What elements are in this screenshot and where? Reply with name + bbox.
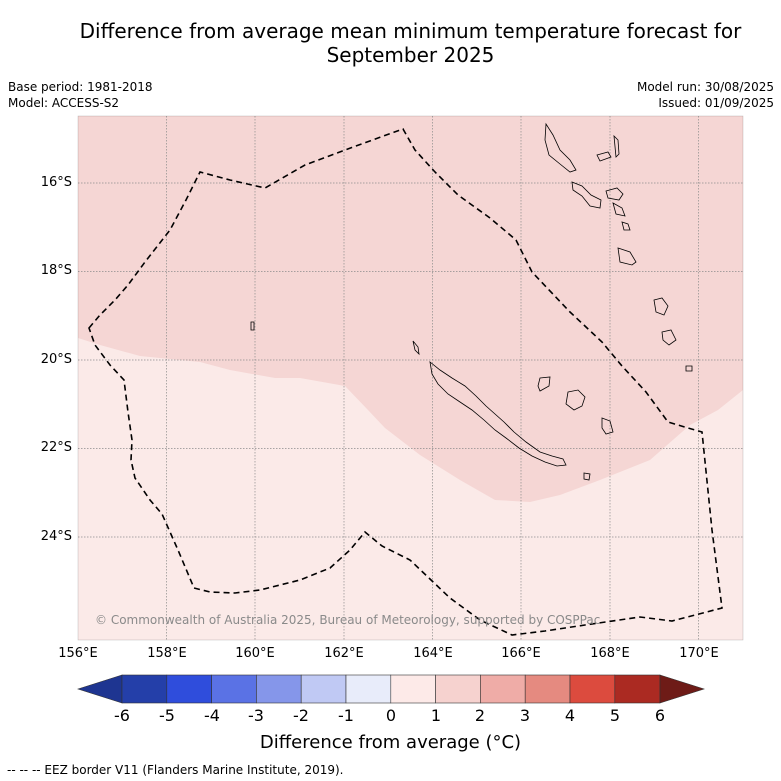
colorbar-swatch-1: [121, 674, 168, 704]
vanuatu-islands: [250, 122, 693, 372]
anomaly-region-1-2: [78, 116, 743, 502]
issued-date: Issued: 01/09/2025: [658, 96, 774, 110]
colorbar-extend-high: [659, 674, 705, 704]
map-frame: [77, 115, 744, 641]
graticule: [78, 116, 743, 640]
lat-label: 24°S: [40, 529, 72, 544]
colorbar-tick: -2: [293, 706, 309, 725]
chart-title: Difference from average mean minimum tem…: [40, 19, 781, 67]
colorbar-tick: 3: [519, 706, 531, 725]
colorbar-tick: 5: [609, 706, 621, 725]
model-name: Model: ACCESS-S2: [8, 96, 120, 110]
colorbar-tick: -4: [204, 706, 220, 725]
colorbar-tick: 4: [564, 706, 576, 725]
colorbar-tick: -1: [338, 706, 354, 725]
colorbar-swatch-4: [256, 674, 302, 704]
colorbar-swatch-6: [345, 674, 392, 704]
lat-label: 22°S: [40, 440, 72, 455]
colorbar: [77, 674, 705, 704]
lat-label: 20°S: [40, 352, 72, 367]
colorbar-swatch-3: [211, 674, 257, 704]
lat-label: 16°S: [40, 175, 72, 190]
meta-left: Base period: 1981-2018 Model: ACCESS-S2: [8, 79, 153, 111]
lon-label: 158°E: [147, 646, 187, 661]
colorbar-swatch-10: [524, 674, 571, 704]
title-line-1: Difference from average mean minimum tem…: [79, 19, 742, 43]
colorbar-swatch-11: [569, 674, 616, 704]
model-run: Model run: 30/08/2025: [636, 80, 774, 94]
new-caledonia-island: [412, 340, 614, 481]
colorbar-swatch-12: [614, 674, 661, 704]
colorbar-tick: 6: [654, 706, 666, 725]
colorbar-tick: 0: [385, 706, 397, 725]
colorbar-tick: -6: [114, 706, 130, 725]
colorbar-swatch-2: [166, 674, 212, 704]
eez-border: [88, 128, 723, 636]
colorbar-tick: 2: [474, 706, 486, 725]
copyright-notice: © Commonwealth of Australia 2025, Bureau…: [95, 613, 601, 627]
colorbar-extend-low: [77, 674, 123, 704]
lon-label: 156°E: [58, 646, 98, 661]
colorbar-tick: -3: [248, 706, 264, 725]
title-line-2: September 2025: [326, 43, 495, 67]
colorbar-swatch-9: [480, 674, 526, 704]
lon-label: 160°E: [235, 646, 275, 661]
lon-label: 170°E: [679, 646, 719, 661]
lon-label: 166°E: [501, 646, 541, 661]
meta-right: Model run: 30/08/2025 Issued: 01/09/2025: [637, 79, 774, 111]
lon-label: 168°E: [590, 646, 630, 661]
eez-legend-note: -- -- -- EEZ border V11 (Flanders Marine…: [7, 763, 344, 777]
colorbar-tick: -5: [159, 706, 175, 725]
colorbar-label: Difference from average (°C): [259, 732, 522, 753]
lon-label: 162°E: [324, 646, 364, 661]
colorbar-swatch-7: [390, 674, 436, 704]
map-panel: [78, 116, 743, 640]
colorbar-swatch-8: [435, 674, 481, 704]
lon-label: 164°E: [413, 646, 453, 661]
colorbar-tick: 1: [430, 706, 442, 725]
base-period: Base period: 1981-2018: [8, 80, 153, 94]
lat-label: 18°S: [40, 263, 72, 278]
colorbar-swatch-5: [300, 674, 347, 704]
